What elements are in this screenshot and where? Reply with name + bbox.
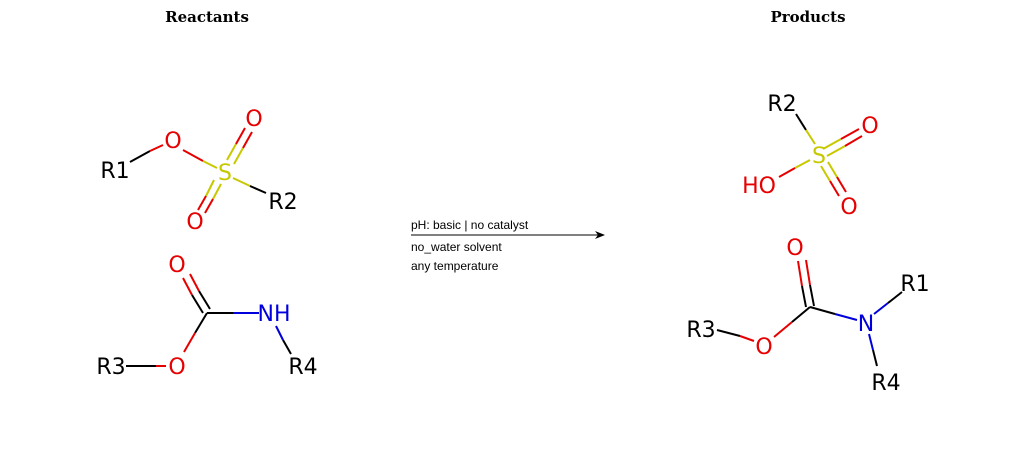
bond-pc-o-b-red bbox=[805, 259, 811, 286]
bond-s-obot-b bbox=[212, 183, 222, 200]
bond-c-o-a-red bbox=[182, 277, 193, 296]
reactant-1-atoms: R1 O S O O R2 bbox=[100, 107, 297, 235]
ester-oxygen-label: O bbox=[168, 355, 185, 380]
sulfonyl-oxygen-bottom-label: O bbox=[186, 210, 203, 235]
r2-label: R2 bbox=[268, 190, 297, 215]
bond-s-obot-a bbox=[205, 179, 215, 197]
bond-pc-o-b bbox=[809, 284, 815, 307]
p-nitrogen-label: N bbox=[858, 312, 874, 337]
bond-c-oester-red bbox=[183, 332, 196, 353]
bond-n-r1 bbox=[887, 291, 903, 304]
bond-r1-o bbox=[129, 150, 151, 163]
reactant-2-atoms: O NH R3 O R4 bbox=[96, 253, 317, 380]
condition-solvent: no_water solvent bbox=[411, 240, 502, 254]
bond-po-r3-red bbox=[739, 335, 755, 342]
p-sulfur-label: S bbox=[812, 144, 826, 169]
sulfonyl-oxygen-top-label: O bbox=[245, 107, 262, 132]
bond-r1-o-red bbox=[149, 144, 164, 152]
bond-o-s-red bbox=[182, 149, 204, 162]
bond-s-obot-b-red bbox=[204, 198, 214, 214]
bond-pn-r4 bbox=[872, 349, 878, 367]
bond-c-o-a bbox=[191, 294, 204, 314]
bond-n-r4 bbox=[282, 339, 292, 355]
bond-s-otop-b bbox=[233, 147, 244, 165]
bond-pc-oester bbox=[791, 306, 811, 323]
bond-s-obot-p-a bbox=[820, 165, 831, 182]
bond-s-oright-a-red bbox=[840, 128, 860, 140]
p-carbonyl-oxygen-label: O bbox=[786, 236, 803, 261]
bond-c-oester bbox=[194, 312, 208, 334]
r3-label: R3 bbox=[96, 355, 125, 380]
bond-pc-n bbox=[809, 306, 836, 315]
product-sulfonic-acid bbox=[778, 113, 863, 197]
p-sulfonyl-oxygen-bottom-label: O bbox=[840, 195, 857, 220]
bond-s-otop-b-red bbox=[242, 131, 253, 149]
carbonyl-oxygen-label: O bbox=[168, 253, 185, 278]
ether-oxygen-label: O bbox=[164, 129, 181, 154]
p-r1-label: R1 bbox=[900, 272, 929, 297]
condition-temperature: any temperature bbox=[411, 259, 499, 273]
reactant-sulfonate-ester bbox=[129, 127, 267, 214]
amine-label: NH bbox=[258, 302, 291, 327]
p-sulfonyl-oxygen-right-label: O bbox=[861, 114, 878, 139]
bond-s-obot-p-b bbox=[827, 161, 838, 178]
bond-s-oright-b-red bbox=[844, 135, 863, 147]
p-r2-label: R2 bbox=[767, 92, 796, 117]
bond-c-o-b-red bbox=[189, 273, 200, 292]
bond-n-r4-blue bbox=[275, 325, 284, 341]
hydroxyl-label: HO bbox=[742, 174, 776, 199]
bond-s-oright-a bbox=[822, 138, 842, 150]
bond-s-obot-p-a-red bbox=[829, 180, 840, 197]
bond-s-obot-p-b-red bbox=[836, 176, 847, 193]
reaction-arrow-group: pH: basic | no catalyst no_water solvent… bbox=[411, 218, 605, 273]
bond-po-r3 bbox=[716, 329, 741, 337]
bond-pc-n-blue bbox=[834, 313, 858, 321]
bond-o-s-yellow bbox=[202, 160, 218, 169]
sulfur-label: S bbox=[218, 161, 232, 186]
bond-pc-o-a-red bbox=[797, 260, 803, 287]
product-1-atoms: R2 O S HO O bbox=[742, 92, 879, 220]
p-ester-oxygen-label: O bbox=[755, 335, 772, 360]
condition-ph-catalyst: pH: basic | no catalyst bbox=[411, 218, 529, 232]
bond-s-r2-yellow bbox=[232, 177, 251, 187]
bond-c-o-b bbox=[198, 290, 211, 310]
bond-n-r4-blue bbox=[868, 333, 874, 351]
bond-s-oright-b bbox=[826, 145, 846, 157]
bond-pc-oester-red bbox=[773, 321, 793, 338]
bond-pc-o-a bbox=[801, 285, 807, 308]
bond-s-obot-a-red bbox=[197, 195, 207, 211]
product-2-atoms: O R1 N R3 O R4 bbox=[686, 236, 929, 396]
bond-s-oh-red bbox=[778, 167, 796, 178]
bond-s-otop-a-red bbox=[235, 127, 246, 145]
products-heading: Products bbox=[770, 8, 846, 26]
bond-n-r1-blue bbox=[873, 302, 889, 315]
bond-r2-s bbox=[795, 113, 807, 131]
bond-s-r2 bbox=[249, 185, 267, 194]
reactants-heading: Reactants bbox=[165, 8, 249, 26]
bond-r2-s-yellow bbox=[805, 129, 816, 145]
p-r3-label: R3 bbox=[686, 318, 715, 343]
r4-label: R4 bbox=[288, 355, 317, 380]
bond-s-oh-yellow bbox=[794, 159, 811, 169]
r1-label: R1 bbox=[100, 159, 129, 184]
bond-s-otop-a bbox=[226, 143, 237, 161]
product-carbamate bbox=[716, 259, 903, 367]
reactant-carbamate bbox=[126, 273, 292, 367]
p-r4-label: R4 bbox=[871, 371, 900, 396]
